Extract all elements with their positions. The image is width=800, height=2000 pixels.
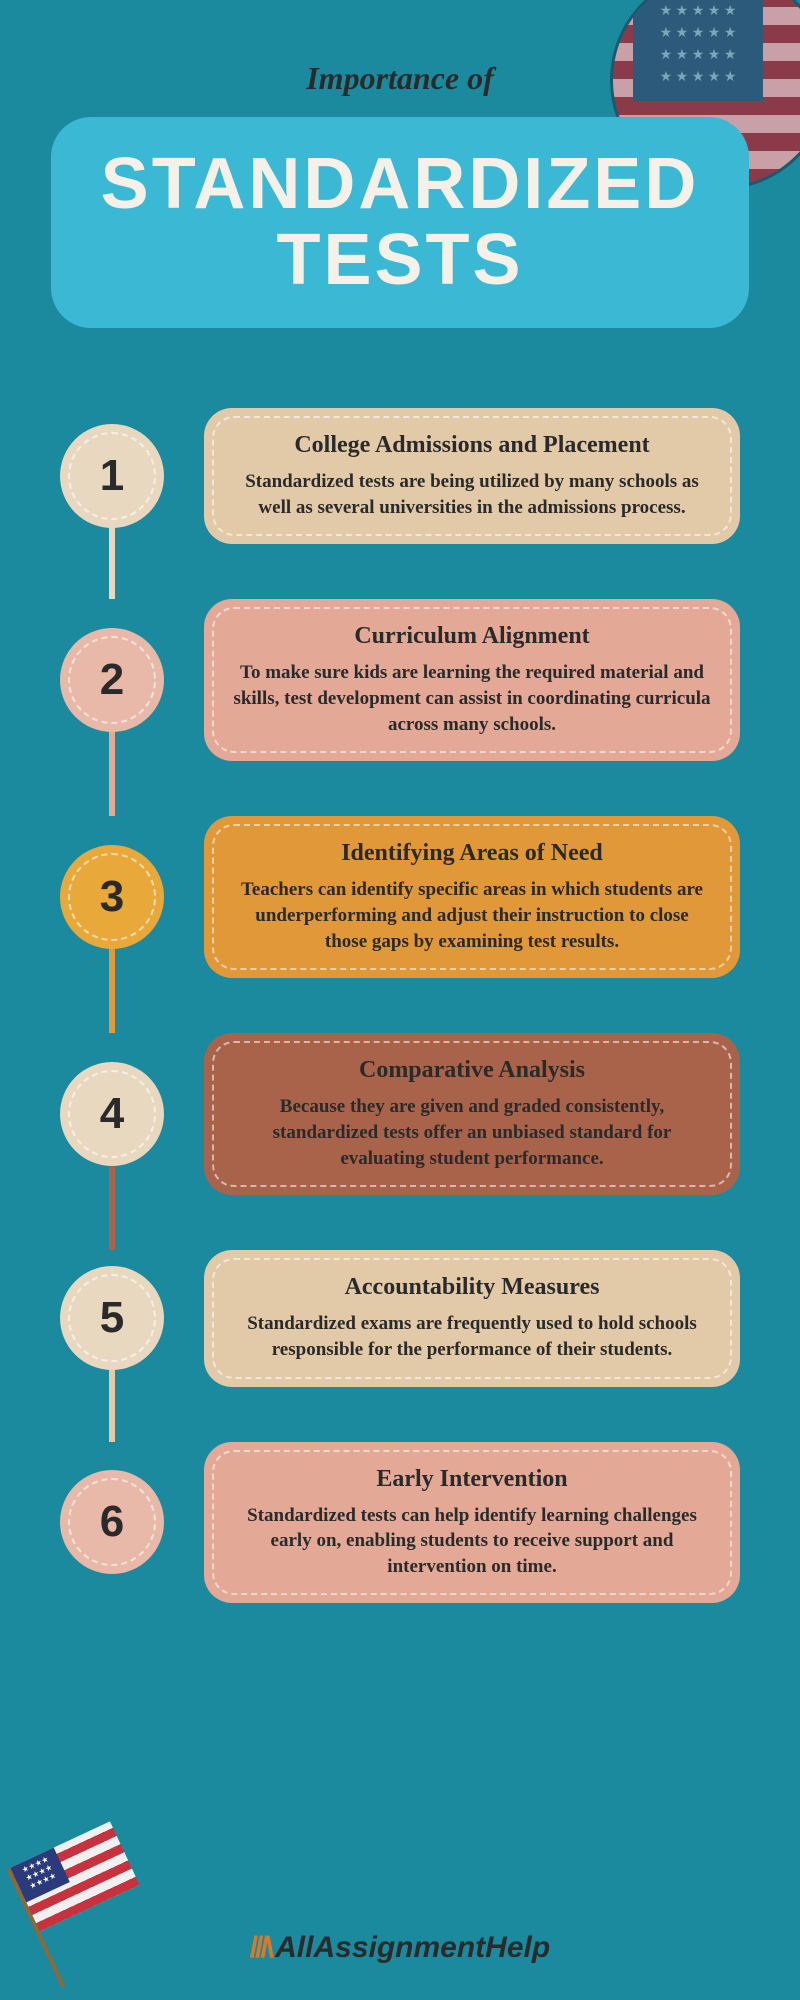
title-line-1: STANDARDIZED [101, 147, 700, 223]
step-title: Identifying Areas of Need [232, 840, 712, 867]
step-circle-2: 2 [60, 628, 164, 732]
timeline: 1 College Admissions and Placement Stand… [60, 408, 740, 1603]
brand-logo: ///\AllAssignmentHelp [250, 1931, 550, 1964]
title-line-2: TESTS [101, 223, 700, 299]
timeline-item: 1 College Admissions and Placement Stand… [60, 408, 740, 544]
timeline-item: 6 Early Intervention Standardized tests … [60, 1442, 740, 1604]
step-body: Standardized exams are frequently used t… [232, 1311, 712, 1362]
step-circle-1: 1 [60, 424, 164, 528]
brand-name: AllAssignmentHelp [275, 1931, 550, 1964]
title-badge: STANDARDIZED TESTS [51, 117, 750, 328]
step-body: Teachers can identify specific areas in … [232, 877, 712, 954]
step-card-5: Accountability Measures Standardized exa… [204, 1250, 740, 1386]
step-title: Comparative Analysis [232, 1057, 712, 1084]
overline-text: Importance of [0, 60, 800, 97]
step-title: Early Intervention [232, 1466, 712, 1493]
timeline-item: 5 Accountability Measures Standardized e… [60, 1250, 740, 1386]
step-circle-4: 4 [60, 1062, 164, 1166]
timeline-item: 2 Curriculum Alignment To make sure kids… [60, 599, 740, 761]
step-circle-3: 3 [60, 845, 164, 949]
step-body: Standardized tests can help identify lea… [232, 1503, 712, 1580]
timeline-item: 4 Comparative Analysis Because they are … [60, 1033, 740, 1195]
step-body: Because they are given and graded consis… [232, 1094, 712, 1171]
step-body: Standardized tests are being utilized by… [232, 469, 712, 520]
step-card-3: Identifying Areas of Need Teachers can i… [204, 816, 740, 978]
step-card-2: Curriculum Alignment To make sure kids a… [204, 599, 740, 761]
step-body: To make sure kids are learning the requi… [232, 660, 712, 737]
step-card-4: Comparative Analysis Because they are gi… [204, 1033, 740, 1195]
step-title: College Admissions and Placement [232, 432, 712, 459]
brand-mark-icon: ///\ [250, 1931, 271, 1964]
step-circle-6: 6 [60, 1470, 164, 1574]
header: Importance of STANDARDIZED TESTS [0, 0, 800, 328]
step-title: Curriculum Alignment [232, 623, 712, 650]
step-title: Accountability Measures [232, 1274, 712, 1301]
timeline-item: 3 Identifying Areas of Need Teachers can… [60, 816, 740, 978]
footer: ///\AllAssignmentHelp [0, 1931, 800, 1965]
step-card-1: College Admissions and Placement Standar… [204, 408, 740, 544]
step-circle-5: 5 [60, 1266, 164, 1370]
step-card-6: Early Intervention Standardized tests ca… [204, 1442, 740, 1604]
